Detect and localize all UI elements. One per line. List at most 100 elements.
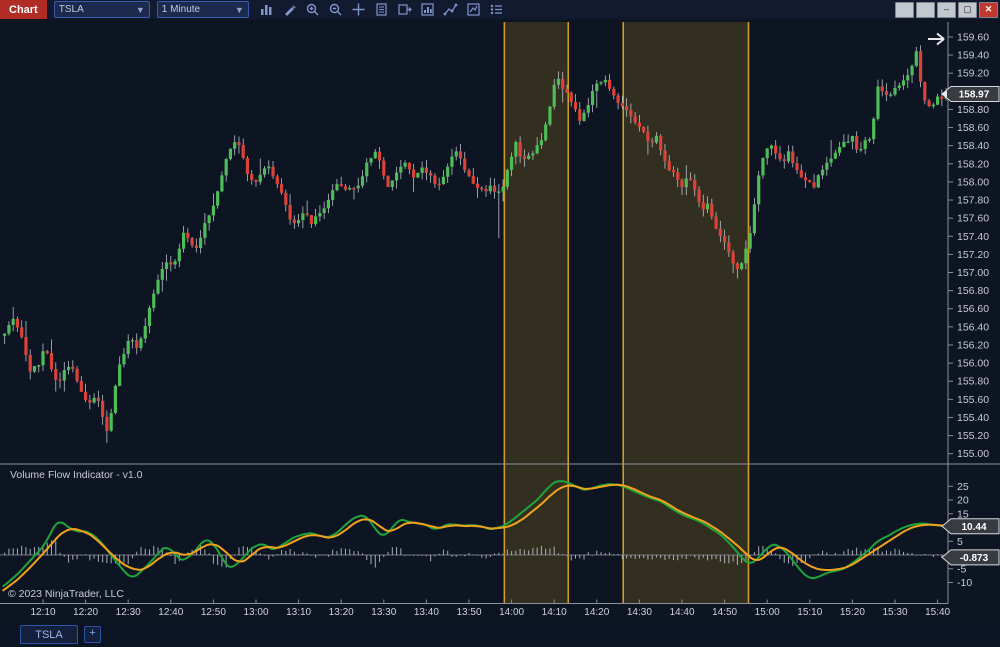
bar-chart-icon[interactable] <box>259 2 274 17</box>
time-label: 12:10 <box>30 607 56 618</box>
svg-text:10.44: 10.44 <box>961 522 986 533</box>
close-button[interactable]: ✕ <box>979 2 998 18</box>
instrument-dropdown[interactable]: TSLA ▼ <box>53 1 150 18</box>
svg-text:15: 15 <box>957 508 969 520</box>
tab-tsla[interactable]: TSLA <box>20 625 78 644</box>
bottom-tab-bar: TSLA + <box>0 622 1000 647</box>
svg-text:155.00: 155.00 <box>957 448 989 460</box>
svg-text:159.60: 159.60 <box>957 31 989 43</box>
toolbar-icons <box>259 2 504 17</box>
time-label: 14:10 <box>541 607 567 618</box>
properties-list-icon[interactable] <box>489 2 504 17</box>
svg-text:-5: -5 <box>957 563 966 575</box>
highlight-band <box>504 22 569 604</box>
chart-window-tab[interactable]: Chart <box>0 0 47 19</box>
time-axis: 12:10 12:20 12:30 12:40 12:50 13:00 13:10 13:20… <box>0 604 1000 622</box>
last-price-badge: 158.97 <box>941 86 1000 103</box>
svg-text:157.40: 157.40 <box>957 231 989 243</box>
svg-text:-0.873: -0.873 <box>960 553 989 564</box>
instrument-value: TSLA <box>58 4 84 15</box>
window-button-2[interactable] <box>916 2 935 18</box>
minimize-button[interactable]: – <box>937 2 956 18</box>
data-sheet-icon[interactable] <box>374 2 389 17</box>
add-tab-button[interactable]: + <box>84 626 101 643</box>
chevron-down-icon: ▼ <box>234 4 244 15</box>
go-to-latest-arrow-icon[interactable] <box>928 32 945 46</box>
svg-text:159.40: 159.40 <box>957 50 989 62</box>
time-label: 13:20 <box>328 607 354 618</box>
chevron-down-icon: ▼ <box>135 4 145 15</box>
svg-text:158.80: 158.80 <box>957 104 989 116</box>
svg-text:157.00: 157.00 <box>957 267 989 279</box>
svg-text:158.00: 158.00 <box>957 176 989 188</box>
window-button-1[interactable] <box>895 2 914 18</box>
price-axis-labels: 155.00 155.20 155.40 155.60 155.80 156.00 156.… <box>948 31 989 460</box>
chart-trader-icon[interactable] <box>397 2 412 17</box>
svg-text:5: 5 <box>957 536 963 548</box>
time-label: 12:50 <box>200 607 226 618</box>
svg-text:155.40: 155.40 <box>957 412 989 424</box>
time-label: 15:00 <box>754 607 780 618</box>
svg-text:156.40: 156.40 <box>957 321 989 333</box>
vfi-line-value-badge: 10.44 <box>941 518 1000 535</box>
time-label: 13:00 <box>243 607 269 618</box>
time-label: 13:10 <box>286 607 312 618</box>
pencil-icon[interactable] <box>282 2 297 17</box>
vfi-green-line <box>1 480 949 588</box>
svg-text:157.80: 157.80 <box>957 195 989 207</box>
candlestick-series <box>3 45 948 443</box>
indicator-title: Volume Flow Indicator - v1.0 <box>10 469 143 481</box>
toolbar: Chart TSLA ▼ 1 Minute ▼ – ▢ ✕ <box>0 0 1000 19</box>
svg-text:158.20: 158.20 <box>957 158 989 170</box>
svg-text:155.20: 155.20 <box>957 430 989 442</box>
time-label: 13:50 <box>456 607 482 618</box>
time-label: 13:30 <box>371 607 397 618</box>
svg-text:156.20: 156.20 <box>957 339 989 351</box>
time-label: 14:20 <box>584 607 610 618</box>
zoom-out-icon[interactable] <box>328 2 343 17</box>
time-label: 15:30 <box>882 607 908 618</box>
interval-dropdown[interactable]: 1 Minute ▼ <box>156 1 249 18</box>
draw-line-icon[interactable] <box>443 2 458 17</box>
chart-canvas[interactable]: 155.00 155.20 155.40 155.60 155.80 156.00 156.… <box>0 19 1000 604</box>
highlight-band <box>623 22 749 604</box>
window-controls: – ▢ ✕ <box>895 2 998 18</box>
time-label: 12:40 <box>158 607 184 618</box>
svg-text:158.60: 158.60 <box>957 122 989 134</box>
zoom-in-icon[interactable] <box>305 2 320 17</box>
crosshair-icon[interactable] <box>351 2 366 17</box>
svg-text:25: 25 <box>957 481 969 493</box>
svg-text:158.40: 158.40 <box>957 140 989 152</box>
vfi-histogram-value-badge: -0.873 <box>941 549 1000 566</box>
time-label: 14:00 <box>499 607 525 618</box>
svg-text:156.00: 156.00 <box>957 358 989 370</box>
svg-text:157.20: 157.20 <box>957 249 989 261</box>
svg-text:155.60: 155.60 <box>957 394 989 406</box>
time-label: 15:40 <box>925 607 951 618</box>
svg-text:20: 20 <box>957 495 969 507</box>
time-label: 15:10 <box>797 607 823 618</box>
interval-value: 1 Minute <box>161 4 201 15</box>
svg-text:156.60: 156.60 <box>957 303 989 315</box>
last-price-marker-icon <box>941 90 947 98</box>
maximize-button[interactable]: ▢ <box>958 2 977 18</box>
indicator-panel-icon[interactable] <box>420 2 435 17</box>
svg-text:156.80: 156.80 <box>957 285 989 297</box>
time-label: 14:30 <box>626 607 652 618</box>
time-label: 14:50 <box>712 607 738 618</box>
time-label: 12:30 <box>115 607 141 618</box>
vfi-orange-line <box>1 483 949 592</box>
svg-text:-10: -10 <box>957 577 972 589</box>
time-label: 14:40 <box>669 607 695 618</box>
time-label: 12:20 <box>73 607 99 618</box>
svg-text:157.60: 157.60 <box>957 213 989 225</box>
svg-text:159.20: 159.20 <box>957 68 989 80</box>
svg-text:158.97: 158.97 <box>959 90 990 101</box>
copyright-text: © 2023 NinjaTrader, LLC <box>8 588 124 600</box>
chart-window-icon[interactable] <box>466 2 481 17</box>
time-label: 13:40 <box>413 607 439 618</box>
svg-text:155.80: 155.80 <box>957 376 989 388</box>
time-label: 15:20 <box>839 607 865 618</box>
